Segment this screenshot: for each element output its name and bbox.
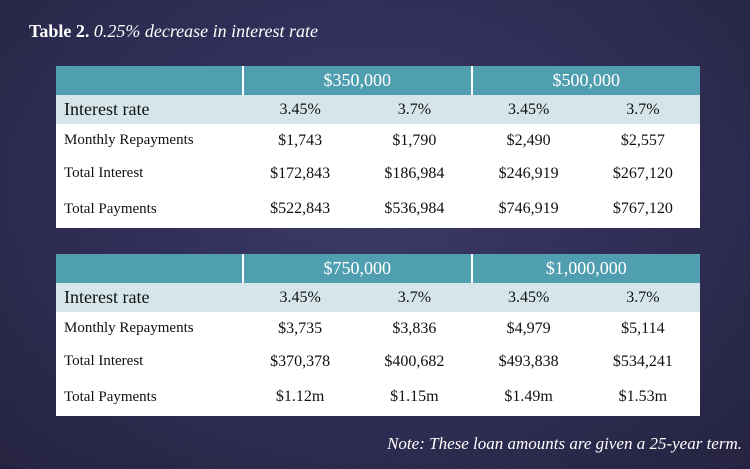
value-cell: $5,114 — [585, 312, 700, 345]
table-row: Monthly Repayments $3,735 $3,836 $4,979 … — [56, 312, 700, 345]
value-cell: $522,843 — [243, 190, 358, 228]
interest-rate-row: Interest rate 3.45% 3.7% 3.45% 3.7% — [56, 283, 700, 312]
table-row: Monthly Repayments $1,743 $1,790 $2,490 … — [56, 124, 700, 157]
row-label: Total Interest — [56, 345, 243, 378]
row-label: Total Interest — [56, 157, 243, 190]
value-cell: $536,984 — [357, 190, 472, 228]
row-label: Monthly Repayments — [56, 124, 243, 157]
rate-cell: 3.7% — [585, 283, 700, 312]
table-row: Total Interest $172,843 $186,984 $246,91… — [56, 157, 700, 190]
value-cell: $534,241 — [585, 345, 700, 378]
table-caption: Table 2. 0.25% decrease in interest rate — [29, 20, 318, 42]
value-cell: $186,984 — [357, 157, 472, 190]
value-cell: $746,919 — [471, 190, 586, 228]
rate-cell: 3.7% — [357, 283, 472, 312]
rate-cell: 3.45% — [471, 283, 586, 312]
header-blank-cell — [56, 254, 243, 283]
value-cell: $267,120 — [585, 157, 700, 190]
value-cell: $767,120 — [585, 190, 700, 228]
value-cell: $4,979 — [471, 312, 586, 345]
row-label: Interest rate — [56, 95, 243, 124]
table-row: Total Payments $522,843 $536,984 $746,91… — [56, 190, 700, 228]
row-label: Total Payments — [56, 190, 243, 228]
amount-header-row: $750,000 $1,000,000 — [56, 254, 700, 283]
rate-cell: 3.7% — [585, 95, 700, 124]
rate-cell: 3.7% — [357, 95, 472, 124]
value-cell: $2,490 — [471, 124, 586, 157]
row-label: Total Payments — [56, 378, 243, 416]
value-cell: $2,557 — [585, 124, 700, 157]
footnote: Note: These loan amounts are given a 25-… — [387, 434, 742, 453]
value-cell: $172,843 — [243, 157, 358, 190]
value-cell: $1,790 — [357, 124, 472, 157]
value-cell: $3,735 — [243, 312, 358, 345]
row-label: Monthly Repayments — [56, 312, 243, 345]
value-cell: $1,743 — [243, 124, 358, 157]
value-cell: $493,838 — [471, 345, 586, 378]
loan-amount-header: $500,000 — [470, 66, 700, 95]
value-cell: $246,919 — [471, 157, 586, 190]
caption-text: 0.25% decrease in interest rate — [93, 21, 318, 41]
value-cell: $1.49m — [471, 378, 586, 416]
loan-amount-header: $750,000 — [242, 254, 472, 283]
value-cell: $370,378 — [243, 345, 358, 378]
loan-table-1: $350,000 $500,000 Interest rate 3.45% 3.… — [56, 66, 700, 228]
loan-amount-header: $350,000 — [242, 66, 472, 95]
rate-cell: 3.45% — [243, 283, 358, 312]
value-cell: $1.15m — [357, 378, 472, 416]
value-cell: $400,682 — [357, 345, 472, 378]
rate-cell: 3.45% — [243, 95, 358, 124]
value-cell: $3,836 — [357, 312, 472, 345]
value-cell: $1.53m — [585, 378, 700, 416]
table-row: Total Payments $1.12m $1.15m $1.49m $1.5… — [56, 378, 700, 416]
rate-cell: 3.45% — [471, 95, 586, 124]
loan-amount-header: $1,000,000 — [470, 254, 700, 283]
caption-label: Table 2. — [29, 21, 90, 41]
table-row: Total Interest $370,378 $400,682 $493,83… — [56, 345, 700, 378]
loan-table-2: $750,000 $1,000,000 Interest rate 3.45% … — [56, 254, 700, 416]
value-cell: $1.12m — [243, 378, 358, 416]
row-label: Interest rate — [56, 283, 243, 312]
amount-header-row: $350,000 $500,000 — [56, 66, 700, 95]
header-blank-cell — [56, 66, 243, 95]
interest-rate-row: Interest rate 3.45% 3.7% 3.45% 3.7% — [56, 95, 700, 124]
